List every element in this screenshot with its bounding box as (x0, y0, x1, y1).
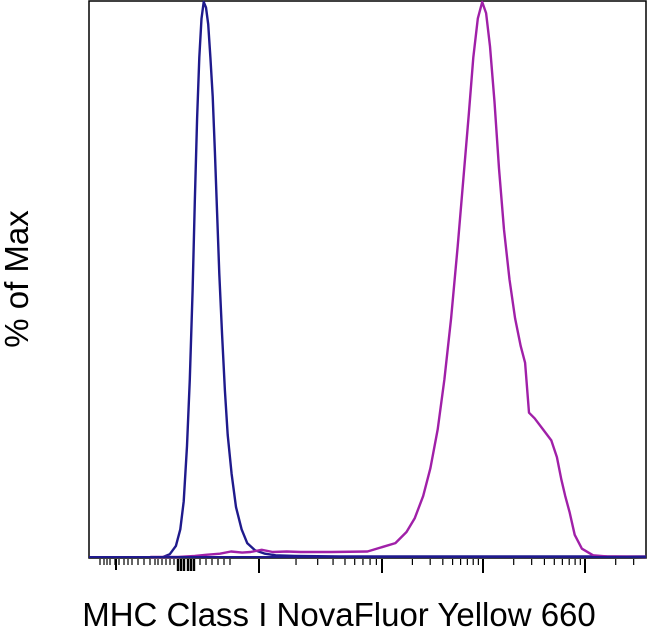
histogram-series-1 (162, 0, 646, 559)
y-axis-label: % of Max (0, 210, 35, 348)
series-layer (89, 0, 647, 559)
histogram-series-2 (150, 0, 647, 559)
x-axis-label: MHC Class I NovaFluor Yellow 660 (82, 596, 596, 632)
x-axis-ticks (99, 559, 635, 573)
plot-area-frame (88, 0, 647, 559)
